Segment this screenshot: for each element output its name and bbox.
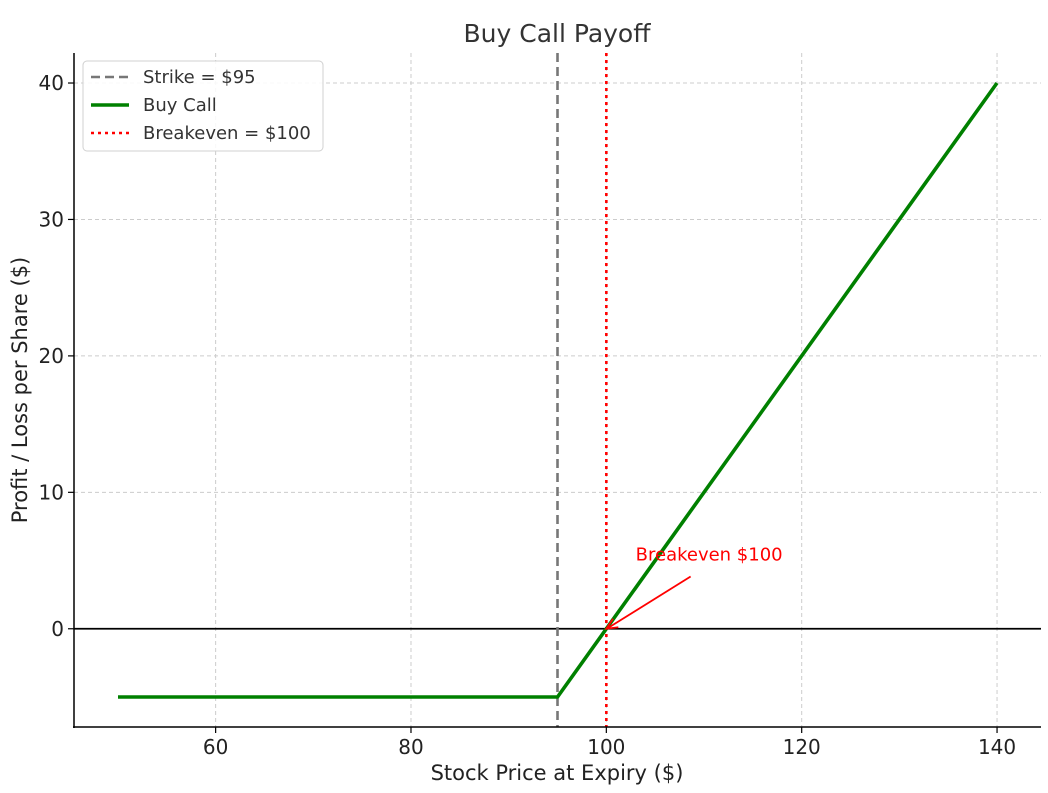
legend-box (82, 60, 324, 152)
breakeven-annotation-arrow (607, 575, 692, 629)
vertical-reference-lines (556, 53, 608, 727)
series-lines (118, 81, 999, 699)
x-tick-label: 60 (203, 735, 228, 759)
buy-call-line (118, 81, 999, 699)
x-tick-label: 80 (398, 735, 423, 759)
annotations: Breakeven $100 (604, 545, 783, 630)
chart-title: Buy Call Payoff (464, 19, 652, 48)
x-tick-label: 100 (587, 735, 625, 759)
y-tick-label: 10 (39, 480, 64, 504)
x-tick-label: 120 (783, 735, 821, 759)
x-axis-label: Stock Price at Expiry ($) (431, 761, 684, 785)
breakeven-annotation-text: Breakeven $100 (636, 545, 783, 566)
legend: Strike = $95 Buy Call Breakeven = $100 (82, 60, 324, 152)
y-tick-label: 0 (51, 617, 64, 641)
y-axis-label: Profit / Loss per Share ($) (8, 257, 32, 524)
x-tick-label: 140 (978, 735, 1016, 759)
breakeven-annotation-arrowhead (604, 618, 619, 630)
axes (73, 53, 1041, 728)
legend-label: Strike = $95 (143, 67, 256, 88)
legend-label: Buy Call (143, 95, 217, 116)
y-tick-label: 30 (39, 207, 64, 231)
y-tick-label: 20 (39, 344, 64, 368)
legend-label: Breakeven = $100 (143, 123, 311, 144)
y-tick-label: 40 (39, 71, 64, 95)
ticks: 60 80 100 120 140 0 10 20 30 40 (39, 71, 1017, 759)
